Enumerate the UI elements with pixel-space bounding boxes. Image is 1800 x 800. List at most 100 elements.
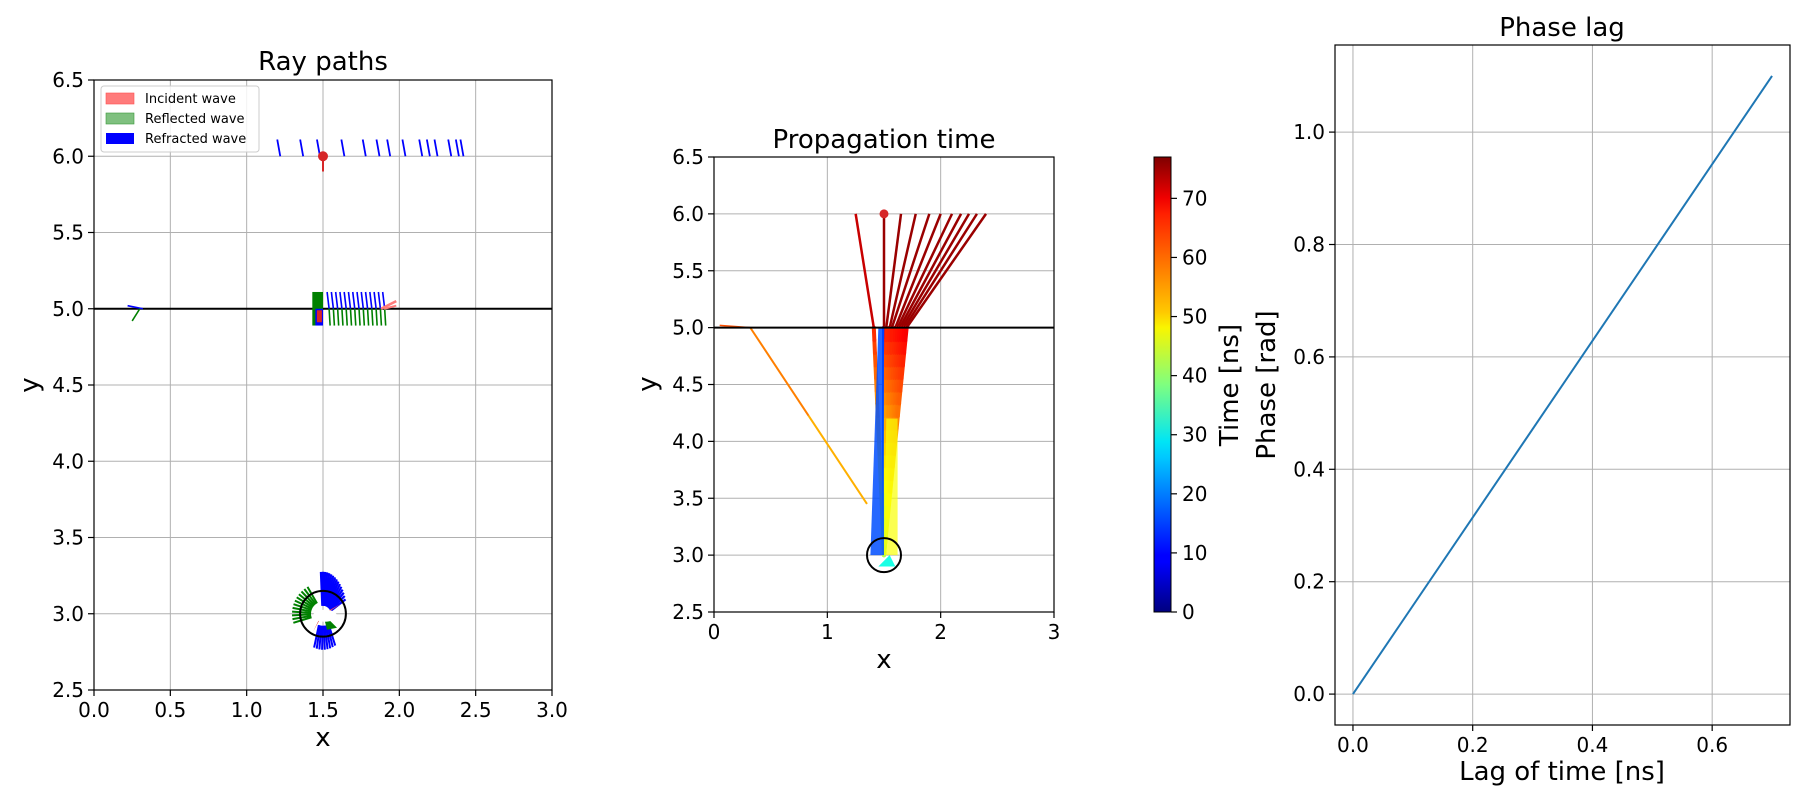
phase-lag-ytick-label: 0.6 (1293, 345, 1325, 369)
colorbar-tick-label: 10 (1182, 541, 1207, 565)
reflected-ray-segment (371, 308, 374, 326)
propagation-ytick-label: 3.0 (672, 543, 704, 567)
source-marker (879, 209, 889, 219)
refracted-ray-segment (299, 139, 305, 157)
phase-lag-ytick-label: 1.0 (1293, 120, 1325, 144)
phase-lag-xtick-label: 0.4 (1577, 733, 1609, 757)
reflected-ray-segment (300, 590, 316, 606)
reflected-ray-segment (292, 610, 312, 614)
ray-paths-xtick-label: 3.0 (536, 698, 568, 722)
refracted-ray-segment (360, 291, 365, 309)
reflected-ray-segment (298, 593, 315, 607)
colorbar-tick-label: 70 (1182, 186, 1207, 210)
phase-lag-ytick-label: 0.0 (1293, 682, 1325, 706)
phase-lag-plot-area (1334, 44, 1791, 726)
ray-paths-xtick-label: 1.5 (307, 698, 339, 722)
refracted-ray-segment (339, 291, 343, 309)
propagation-ytick-label: 4.5 (672, 373, 704, 397)
propagation-xtick-label: 2 (934, 620, 947, 644)
ray-paths-xtick-label: 2.5 (460, 698, 492, 722)
colorbar-tick-label: 0 (1182, 600, 1195, 624)
refracted-ray-segment (127, 304, 144, 310)
refracted-ray-segment (347, 291, 352, 309)
phase-lag-line (1352, 75, 1773, 695)
ray-segment (895, 401, 902, 419)
refracted-ray-segment (276, 139, 282, 157)
ray-segment (871, 325, 877, 343)
reflected-ray-segment (383, 308, 387, 326)
propagation-ytick-label: 5.5 (672, 259, 704, 283)
ray-segment (894, 325, 900, 343)
ray-fan-green (878, 555, 896, 567)
refracted-ray-segment (356, 291, 360, 309)
reflected-ray-segment (349, 308, 353, 326)
refracted-ray-segment (330, 291, 335, 309)
ray-paths-ytick-label: 3.0 (52, 602, 84, 626)
ray-segment (892, 325, 898, 343)
ray-paths-legend: Incident wave Reflected wave Refracted w… (100, 85, 260, 153)
propagation-ytick-label: 5.0 (672, 316, 704, 340)
propagation-ytick-label: 6.5 (672, 145, 704, 169)
reflected-ray (749, 327, 810, 417)
ray-segment (898, 338, 904, 355)
reflected-ray-segment (375, 308, 378, 326)
phase-lag-xtick-label: 0.2 (1457, 733, 1489, 757)
reflected-ray-segment (296, 596, 314, 609)
time-colorbar: 0 10 20 30 40 50 60 70 Time [ns] (1153, 156, 1245, 624)
propagation-ytick-label: 4.0 (672, 429, 704, 453)
ray-segment (872, 338, 877, 355)
refracted-ray-segment (340, 139, 346, 157)
refracted-ray-segment (425, 139, 431, 157)
phase-lag-xtick-label: 0.0 (1337, 733, 1369, 757)
reflected-ray-segment (306, 586, 318, 604)
colorbar-tick-label: 40 (1182, 364, 1207, 388)
legend-swatch-refracted (106, 133, 134, 144)
target-circle (866, 537, 902, 574)
propagation-ytick-label: 2.5 (672, 600, 704, 624)
refracted-ray-segment (334, 291, 339, 309)
ray-segment (901, 213, 971, 329)
reflected-ray-segment (291, 613, 312, 617)
refracted-ray-segment (375, 139, 381, 157)
phase-lag-ytick-label: 0.4 (1293, 457, 1325, 481)
propagation-time-chart: 0 1 2 3 2.5 3.0 3.5 4.0 4.5 5.0 5.5 6.0 6.5 Propagat… (633, 125, 1245, 675)
ray-paths-xlabel: x (315, 723, 330, 753)
ray-segment (896, 338, 901, 355)
propagation-ytick-label: 6.0 (672, 202, 704, 226)
reflected-ray-segment (345, 308, 349, 326)
legend-label-reflected: Reflected wave (145, 112, 245, 127)
reflected-ray (807, 415, 868, 505)
ray-paths-ytick-label: 4.0 (52, 449, 84, 473)
ray-segment (894, 213, 942, 329)
target-core (313, 609, 337, 622)
ray-paths-ytick-label: 3.5 (52, 526, 84, 550)
reflected-ray-segment (294, 599, 313, 610)
refracted-ray-segment (369, 291, 373, 309)
phase-lag-ylabel: Phase [rad] (1252, 310, 1282, 459)
phase-lag-title: Phase lag (1499, 13, 1625, 43)
source-marker (318, 151, 328, 162)
refracted-ray-segment (351, 291, 356, 309)
ray-segment (898, 213, 963, 329)
reflected-ray-segment (341, 308, 344, 326)
legend-swatch-incident (105, 92, 135, 105)
refracted-ray-segment (361, 139, 367, 157)
legend-label-incident: Incident wave (145, 92, 236, 107)
refracted-ray-segment (454, 139, 460, 157)
target-circle (299, 589, 347, 638)
ray-fan-blue (870, 327, 884, 556)
ray-segment (854, 213, 876, 328)
ray-paths-title: Ray paths (258, 47, 388, 77)
colorbar-tick-label: 60 (1182, 245, 1207, 269)
refracted-ray-segment (326, 291, 330, 309)
ray-segment (899, 325, 905, 343)
ray-segment (898, 376, 904, 393)
ray-paths-xtick-label: 0.0 (78, 698, 110, 722)
reflected-ray-segment (292, 606, 312, 613)
reflected-ray-segment (131, 308, 141, 322)
reflected-ray-segment (362, 308, 366, 326)
reflected-ray-segment (353, 308, 357, 326)
incident-ray-segment (383, 304, 397, 310)
propagation-ylabel: y (633, 376, 663, 391)
reflected-ray-segment (293, 603, 312, 611)
